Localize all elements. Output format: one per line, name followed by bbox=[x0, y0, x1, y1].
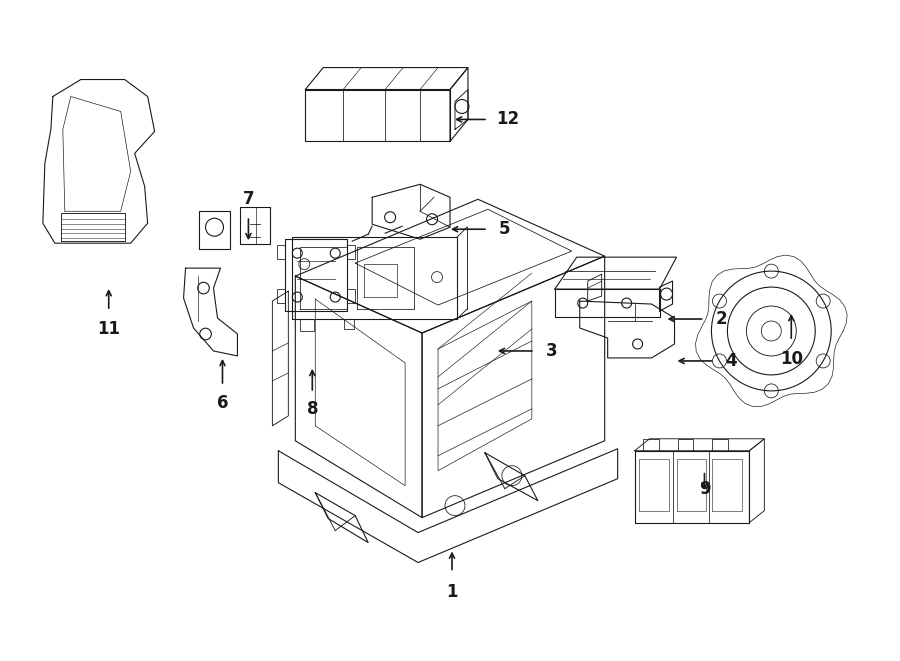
Text: 1: 1 bbox=[446, 584, 458, 602]
Text: 10: 10 bbox=[779, 350, 803, 368]
Text: 6: 6 bbox=[217, 394, 229, 412]
Text: 8: 8 bbox=[307, 400, 318, 418]
Text: 3: 3 bbox=[546, 342, 558, 360]
Text: 9: 9 bbox=[698, 480, 710, 498]
Text: 7: 7 bbox=[243, 190, 254, 208]
Text: 12: 12 bbox=[496, 110, 519, 128]
Text: 11: 11 bbox=[97, 320, 121, 338]
Text: 5: 5 bbox=[500, 220, 510, 238]
Text: 4: 4 bbox=[725, 352, 737, 370]
Text: 2: 2 bbox=[716, 310, 727, 328]
